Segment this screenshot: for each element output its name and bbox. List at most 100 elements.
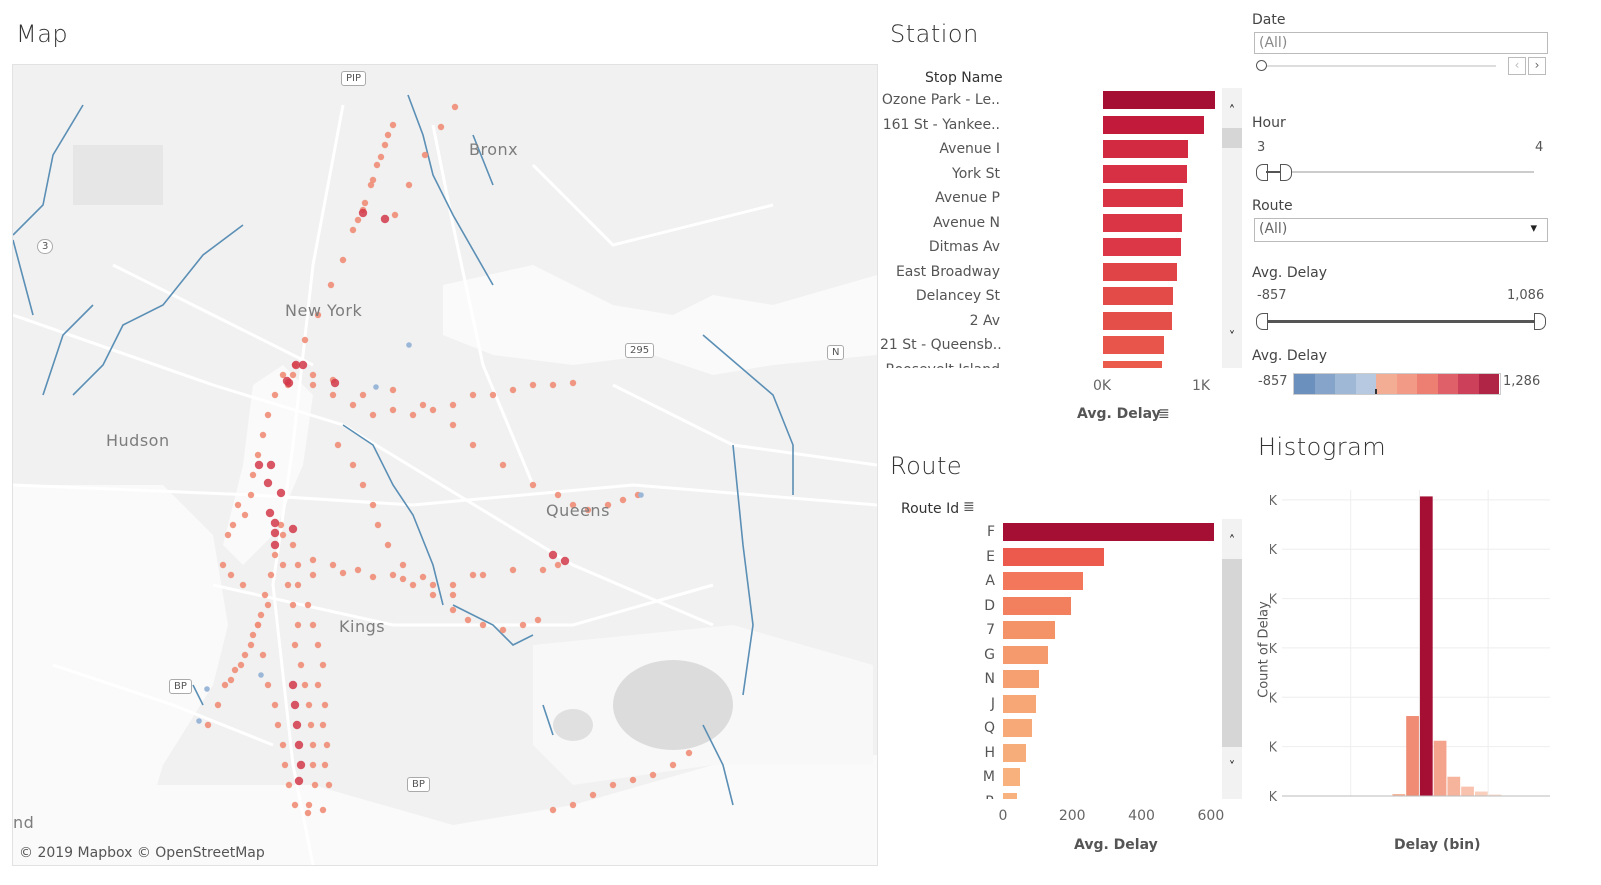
station-dot[interactable] xyxy=(409,581,417,589)
station-dot[interactable] xyxy=(449,606,457,614)
station-dot[interactable] xyxy=(619,496,627,504)
station-dot[interactable] xyxy=(334,441,342,449)
station-dots-layer[interactable] xyxy=(13,65,877,865)
station-dot[interactable] xyxy=(464,616,472,624)
station-dot[interactable] xyxy=(339,569,347,577)
station-dot[interactable] xyxy=(321,761,329,769)
station-dot[interactable] xyxy=(489,391,497,399)
station-dot[interactable] xyxy=(279,561,287,569)
station-dot-low-delay[interactable] xyxy=(258,672,264,678)
histogram-bar[interactable] xyxy=(1461,786,1474,796)
station-dot[interactable] xyxy=(399,561,407,569)
station-dot[interactable] xyxy=(479,621,487,629)
station-dot-high-delay[interactable] xyxy=(282,376,292,386)
station-dot[interactable] xyxy=(249,631,257,639)
station-bar[interactable] xyxy=(1103,311,1173,330)
station-dot[interactable] xyxy=(249,471,257,479)
station-dot-high-delay[interactable] xyxy=(270,528,280,538)
date-prev-button[interactable]: ‹ xyxy=(1508,57,1526,75)
station-dot[interactable] xyxy=(314,641,322,649)
route-bar[interactable] xyxy=(1003,792,1017,799)
route-bar[interactable] xyxy=(1003,596,1071,615)
station-bar-chart[interactable]: Ozone Park - Le.. 161 St - Yankee.. Avenue… xyxy=(880,88,1220,368)
sort-icon[interactable]: ≣ xyxy=(1158,406,1170,422)
station-dot[interactable] xyxy=(309,741,317,749)
station-dot[interactable] xyxy=(554,491,562,499)
station-dot[interactable] xyxy=(367,181,375,189)
station-dot[interactable] xyxy=(289,371,297,379)
station-dot[interactable] xyxy=(329,561,337,569)
station-dot[interactable] xyxy=(509,386,517,394)
station-dot[interactable] xyxy=(264,601,272,609)
station-dot[interactable] xyxy=(604,501,612,509)
station-dot[interactable] xyxy=(289,601,297,609)
station-dot[interactable] xyxy=(309,381,317,389)
station-dot[interactable] xyxy=(685,749,693,757)
station-dot[interactable] xyxy=(384,541,392,549)
station-dot[interactable] xyxy=(319,721,327,729)
station-dot[interactable] xyxy=(349,401,357,409)
scroll-down-icon[interactable]: ˅ xyxy=(1228,760,1236,775)
station-dot[interactable] xyxy=(369,411,377,419)
station-dot[interactable] xyxy=(529,381,537,389)
station-bar[interactable] xyxy=(1103,336,1165,354)
station-dot[interactable] xyxy=(214,701,222,709)
station-bar[interactable] xyxy=(1103,164,1188,183)
station-dot[interactable] xyxy=(449,581,457,589)
station-dot[interactable] xyxy=(301,336,309,344)
station-dot[interactable] xyxy=(285,781,293,789)
station-dot[interactable] xyxy=(271,701,279,709)
scroll-up-icon[interactable]: ˄ xyxy=(1228,534,1236,549)
station-dot[interactable] xyxy=(309,761,317,769)
station-dot[interactable] xyxy=(569,501,577,509)
station-dot[interactable] xyxy=(349,461,357,469)
station-dot[interactable] xyxy=(361,199,369,207)
station-dot[interactable] xyxy=(349,226,357,234)
station-dot-low-delay[interactable] xyxy=(373,384,379,390)
station-dot-high-delay[interactable] xyxy=(291,360,301,370)
station-dot[interactable] xyxy=(377,153,385,161)
station-dot[interactable] xyxy=(261,591,269,599)
station-dot[interactable] xyxy=(329,391,337,399)
station-dot[interactable] xyxy=(429,581,437,589)
histogram-bar[interactable] xyxy=(1392,794,1406,796)
station-dot-high-delay[interactable] xyxy=(296,760,306,770)
station-dot-high-delay[interactable] xyxy=(380,214,390,224)
station-dot[interactable] xyxy=(307,721,315,729)
station-dot[interactable] xyxy=(237,661,245,669)
station-dot[interactable] xyxy=(449,591,457,599)
histogram-bar[interactable] xyxy=(1488,794,1502,796)
station-dot[interactable] xyxy=(294,621,302,629)
map-view[interactable]: Bronx New York Hudson Queens Kings nd PI… xyxy=(12,64,878,866)
station-bar[interactable] xyxy=(1103,91,1215,109)
station-dot[interactable] xyxy=(449,421,457,429)
station-dot[interactable] xyxy=(227,676,235,684)
station-dot-high-delay[interactable] xyxy=(560,556,570,566)
station-dot-high-delay[interactable] xyxy=(292,720,302,730)
station-dot[interactable] xyxy=(274,721,282,729)
date-next-button[interactable]: › xyxy=(1528,57,1546,75)
station-dot[interactable] xyxy=(359,481,367,489)
station-dot-high-delay[interactable] xyxy=(270,518,280,528)
station-dot[interactable] xyxy=(219,561,227,569)
station-dot[interactable] xyxy=(529,481,537,489)
station-dot[interactable] xyxy=(669,761,677,769)
station-dot[interactable] xyxy=(437,123,445,131)
station-dot[interactable] xyxy=(297,661,305,669)
station-dot[interactable] xyxy=(469,441,477,449)
station-dot-high-delay[interactable] xyxy=(330,378,340,388)
station-dot[interactable] xyxy=(554,561,562,569)
scroll-up-icon[interactable]: ˄ xyxy=(1228,104,1236,119)
date-slider-handle[interactable] xyxy=(1256,60,1267,71)
station-dot[interactable] xyxy=(421,151,429,159)
histogram-bar[interactable] xyxy=(1474,791,1488,796)
histogram-bar[interactable] xyxy=(1419,496,1433,796)
station-dot-high-delay[interactable] xyxy=(358,208,368,218)
station-dot[interactable] xyxy=(279,741,287,749)
station-dot[interactable] xyxy=(389,406,397,414)
station-dot[interactable] xyxy=(264,411,272,419)
station-dot[interactable] xyxy=(325,781,333,789)
scrollbar-thumb[interactable] xyxy=(1222,128,1242,148)
station-dot[interactable] xyxy=(241,651,249,659)
